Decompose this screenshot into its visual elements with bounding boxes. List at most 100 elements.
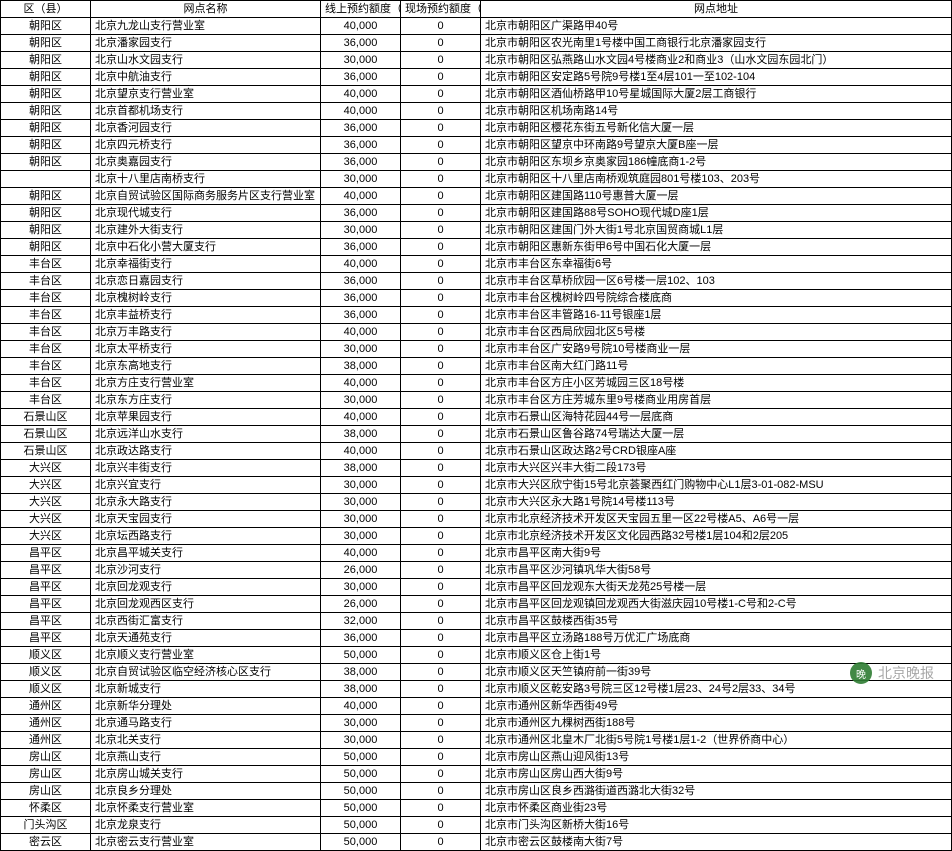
cell-address: 北京市昌平区回龙观镇回龙观西大街滋庆园10号楼1-C号和2-C号 <box>481 596 952 613</box>
cell-address: 北京市昌平区沙河镇巩华大街58号 <box>481 562 952 579</box>
cell-district: 丰台区 <box>1 256 91 273</box>
cell-branch: 北京四元桥支行 <box>91 137 321 154</box>
cell-online: 36,000 <box>321 205 401 222</box>
cell-address: 北京市朝阳区东坝乡京奥家园186幢底商1-2号 <box>481 154 952 171</box>
cell-onsite: 0 <box>401 137 481 154</box>
cell-branch: 北京良乡分理处 <box>91 783 321 800</box>
cell-district: 丰台区 <box>1 341 91 358</box>
cell-branch: 北京天通苑支行 <box>91 630 321 647</box>
cell-district: 昌平区 <box>1 545 91 562</box>
table-row: 丰台区北京东高地支行38,0000北京市丰台区南大红门路11号 <box>1 358 952 375</box>
cell-branch: 北京兴宜支行 <box>91 477 321 494</box>
cell-branch: 北京太平桥支行 <box>91 341 321 358</box>
cell-address: 北京市顺义区仓上街1号 <box>481 647 952 664</box>
cell-address: 北京市丰台区西局欣园北区5号楼 <box>481 324 952 341</box>
cell-onsite: 0 <box>401 205 481 222</box>
table-row: 昌平区北京昌平城关支行40,0000北京市昌平区南大街9号 <box>1 545 952 562</box>
cell-online: 40,000 <box>321 256 401 273</box>
cell-branch: 北京中航油支行 <box>91 69 321 86</box>
cell-branch: 北京十八里店南桥支行 <box>91 171 321 188</box>
cell-address: 北京市怀柔区商业街23号 <box>481 800 952 817</box>
cell-address: 北京市朝阳区惠新东街甲6号中国石化大厦一层 <box>481 239 952 256</box>
cell-online: 36,000 <box>321 290 401 307</box>
cell-onsite: 0 <box>401 783 481 800</box>
cell-branch: 北京现代城支行 <box>91 205 321 222</box>
cell-branch: 北京回龙观西区支行 <box>91 596 321 613</box>
table-row: 朝阳区北京九龙山支行营业室40,0000北京市朝阳区广渠路甲40号 <box>1 18 952 35</box>
cell-onsite: 0 <box>401 613 481 630</box>
cell-onsite: 0 <box>401 256 481 273</box>
cell-district: 顺义区 <box>1 664 91 681</box>
cell-branch: 北京自贸试验区临空经济核心区支行 <box>91 664 321 681</box>
cell-address: 北京市门头沟区新桥大街16号 <box>481 817 952 834</box>
cell-branch: 北京潘家园支行 <box>91 35 321 52</box>
cell-address: 北京市丰台区南大红门路11号 <box>481 358 952 375</box>
table-row: 丰台区北京方庄支行营业室40,0000北京市丰台区方庄小区芳城园三区18号楼 <box>1 375 952 392</box>
cell-address: 北京市大兴区兴丰大街二段173号 <box>481 460 952 477</box>
table-row: 大兴区北京兴丰街支行38,0000北京市大兴区兴丰大街二段173号 <box>1 460 952 477</box>
cell-online: 30,000 <box>321 715 401 732</box>
cell-branch: 北京西街汇富支行 <box>91 613 321 630</box>
cell-district: 顺义区 <box>1 681 91 698</box>
cell-onsite: 0 <box>401 188 481 205</box>
cell-online: 50,000 <box>321 783 401 800</box>
cell-district: 大兴区 <box>1 511 91 528</box>
cell-onsite: 0 <box>401 18 481 35</box>
cell-branch: 北京房山城关支行 <box>91 766 321 783</box>
table-row: 房山区北京良乡分理处50,0000北京市房山区良乡西潞街道西潞北大街32号 <box>1 783 952 800</box>
cell-branch: 北京北关支行 <box>91 732 321 749</box>
cell-online: 40,000 <box>321 375 401 392</box>
cell-online: 30,000 <box>321 171 401 188</box>
cell-district: 房山区 <box>1 783 91 800</box>
cell-branch: 北京密云支行营业室 <box>91 834 321 851</box>
cell-onsite: 0 <box>401 528 481 545</box>
cell-district: 朝阳区 <box>1 120 91 137</box>
cell-onsite: 0 <box>401 766 481 783</box>
cell-address: 北京市通州区北皇木厂北街5号院1号楼1层1-2（世界侨商中心） <box>481 732 952 749</box>
cell-address: 北京市丰台区方庄芳城东里9号楼商业用房首层 <box>481 392 952 409</box>
cell-online: 38,000 <box>321 426 401 443</box>
cell-branch: 北京首都机场支行 <box>91 103 321 120</box>
cell-online: 36,000 <box>321 120 401 137</box>
table-row: 顺义区北京顺义支行营业室50,0000北京市顺义区仓上街1号 <box>1 647 952 664</box>
cell-district: 朝阳区 <box>1 69 91 86</box>
cell-online: 40,000 <box>321 188 401 205</box>
cell-address: 北京市房山区燕山迎风街13号 <box>481 749 952 766</box>
cell-onsite: 0 <box>401 834 481 851</box>
table-row: 丰台区北京万丰路支行40,0000北京市丰台区西局欣园北区5号楼 <box>1 324 952 341</box>
cell-branch: 北京新城支行 <box>91 681 321 698</box>
cell-district: 朝阳区 <box>1 205 91 222</box>
table-row: 大兴区北京兴宜支行30,0000北京市大兴区欣宁街15号北京荟聚西红门购物中心L… <box>1 477 952 494</box>
cell-online: 40,000 <box>321 86 401 103</box>
cell-online: 40,000 <box>321 698 401 715</box>
cell-branch: 北京山水文园支行 <box>91 52 321 69</box>
table-row: 怀柔区北京怀柔支行营业室50,0000北京市怀柔区商业街23号 <box>1 800 952 817</box>
table-row: 房山区北京燕山支行50,0000北京市房山区燕山迎风街13号 <box>1 749 952 766</box>
cell-online: 36,000 <box>321 239 401 256</box>
cell-branch: 北京九龙山支行营业室 <box>91 18 321 35</box>
cell-branch: 北京恋日嘉园支行 <box>91 273 321 290</box>
cell-address: 北京市通州区新华西街49号 <box>481 698 952 715</box>
table-row: 朝阳区北京望京支行营业室40,0000北京市朝阳区酒仙桥路甲10号星城国际大厦2… <box>1 86 952 103</box>
col-online: 线上预约额度（枚） <box>321 1 401 18</box>
cell-district: 通州区 <box>1 715 91 732</box>
cell-onsite: 0 <box>401 647 481 664</box>
cell-district: 昌平区 <box>1 562 91 579</box>
cell-branch: 北京槐树岭支行 <box>91 290 321 307</box>
cell-online: 40,000 <box>321 409 401 426</box>
table-row: 通州区北京通马路支行30,0000北京市通州区九棵树西街188号 <box>1 715 952 732</box>
cell-branch: 北京天宝园支行 <box>91 511 321 528</box>
cell-district: 房山区 <box>1 749 91 766</box>
cell-branch: 北京燕山支行 <box>91 749 321 766</box>
cell-district: 丰台区 <box>1 273 91 290</box>
cell-district: 石景山区 <box>1 443 91 460</box>
table-row: 朝阳区北京中石化小营大厦支行36,0000北京市朝阳区惠新东街甲6号中国石化大厦… <box>1 239 952 256</box>
table-row: 朝阳区北京自贸试验区国际商务服务片区支行营业室40,0000北京市朝阳区建国路1… <box>1 188 952 205</box>
col-branch: 网点名称 <box>91 1 321 18</box>
cell-onsite: 0 <box>401 154 481 171</box>
cell-branch: 北京坛西路支行 <box>91 528 321 545</box>
cell-online: 36,000 <box>321 307 401 324</box>
cell-onsite: 0 <box>401 732 481 749</box>
cell-online: 38,000 <box>321 358 401 375</box>
cell-online: 50,000 <box>321 834 401 851</box>
